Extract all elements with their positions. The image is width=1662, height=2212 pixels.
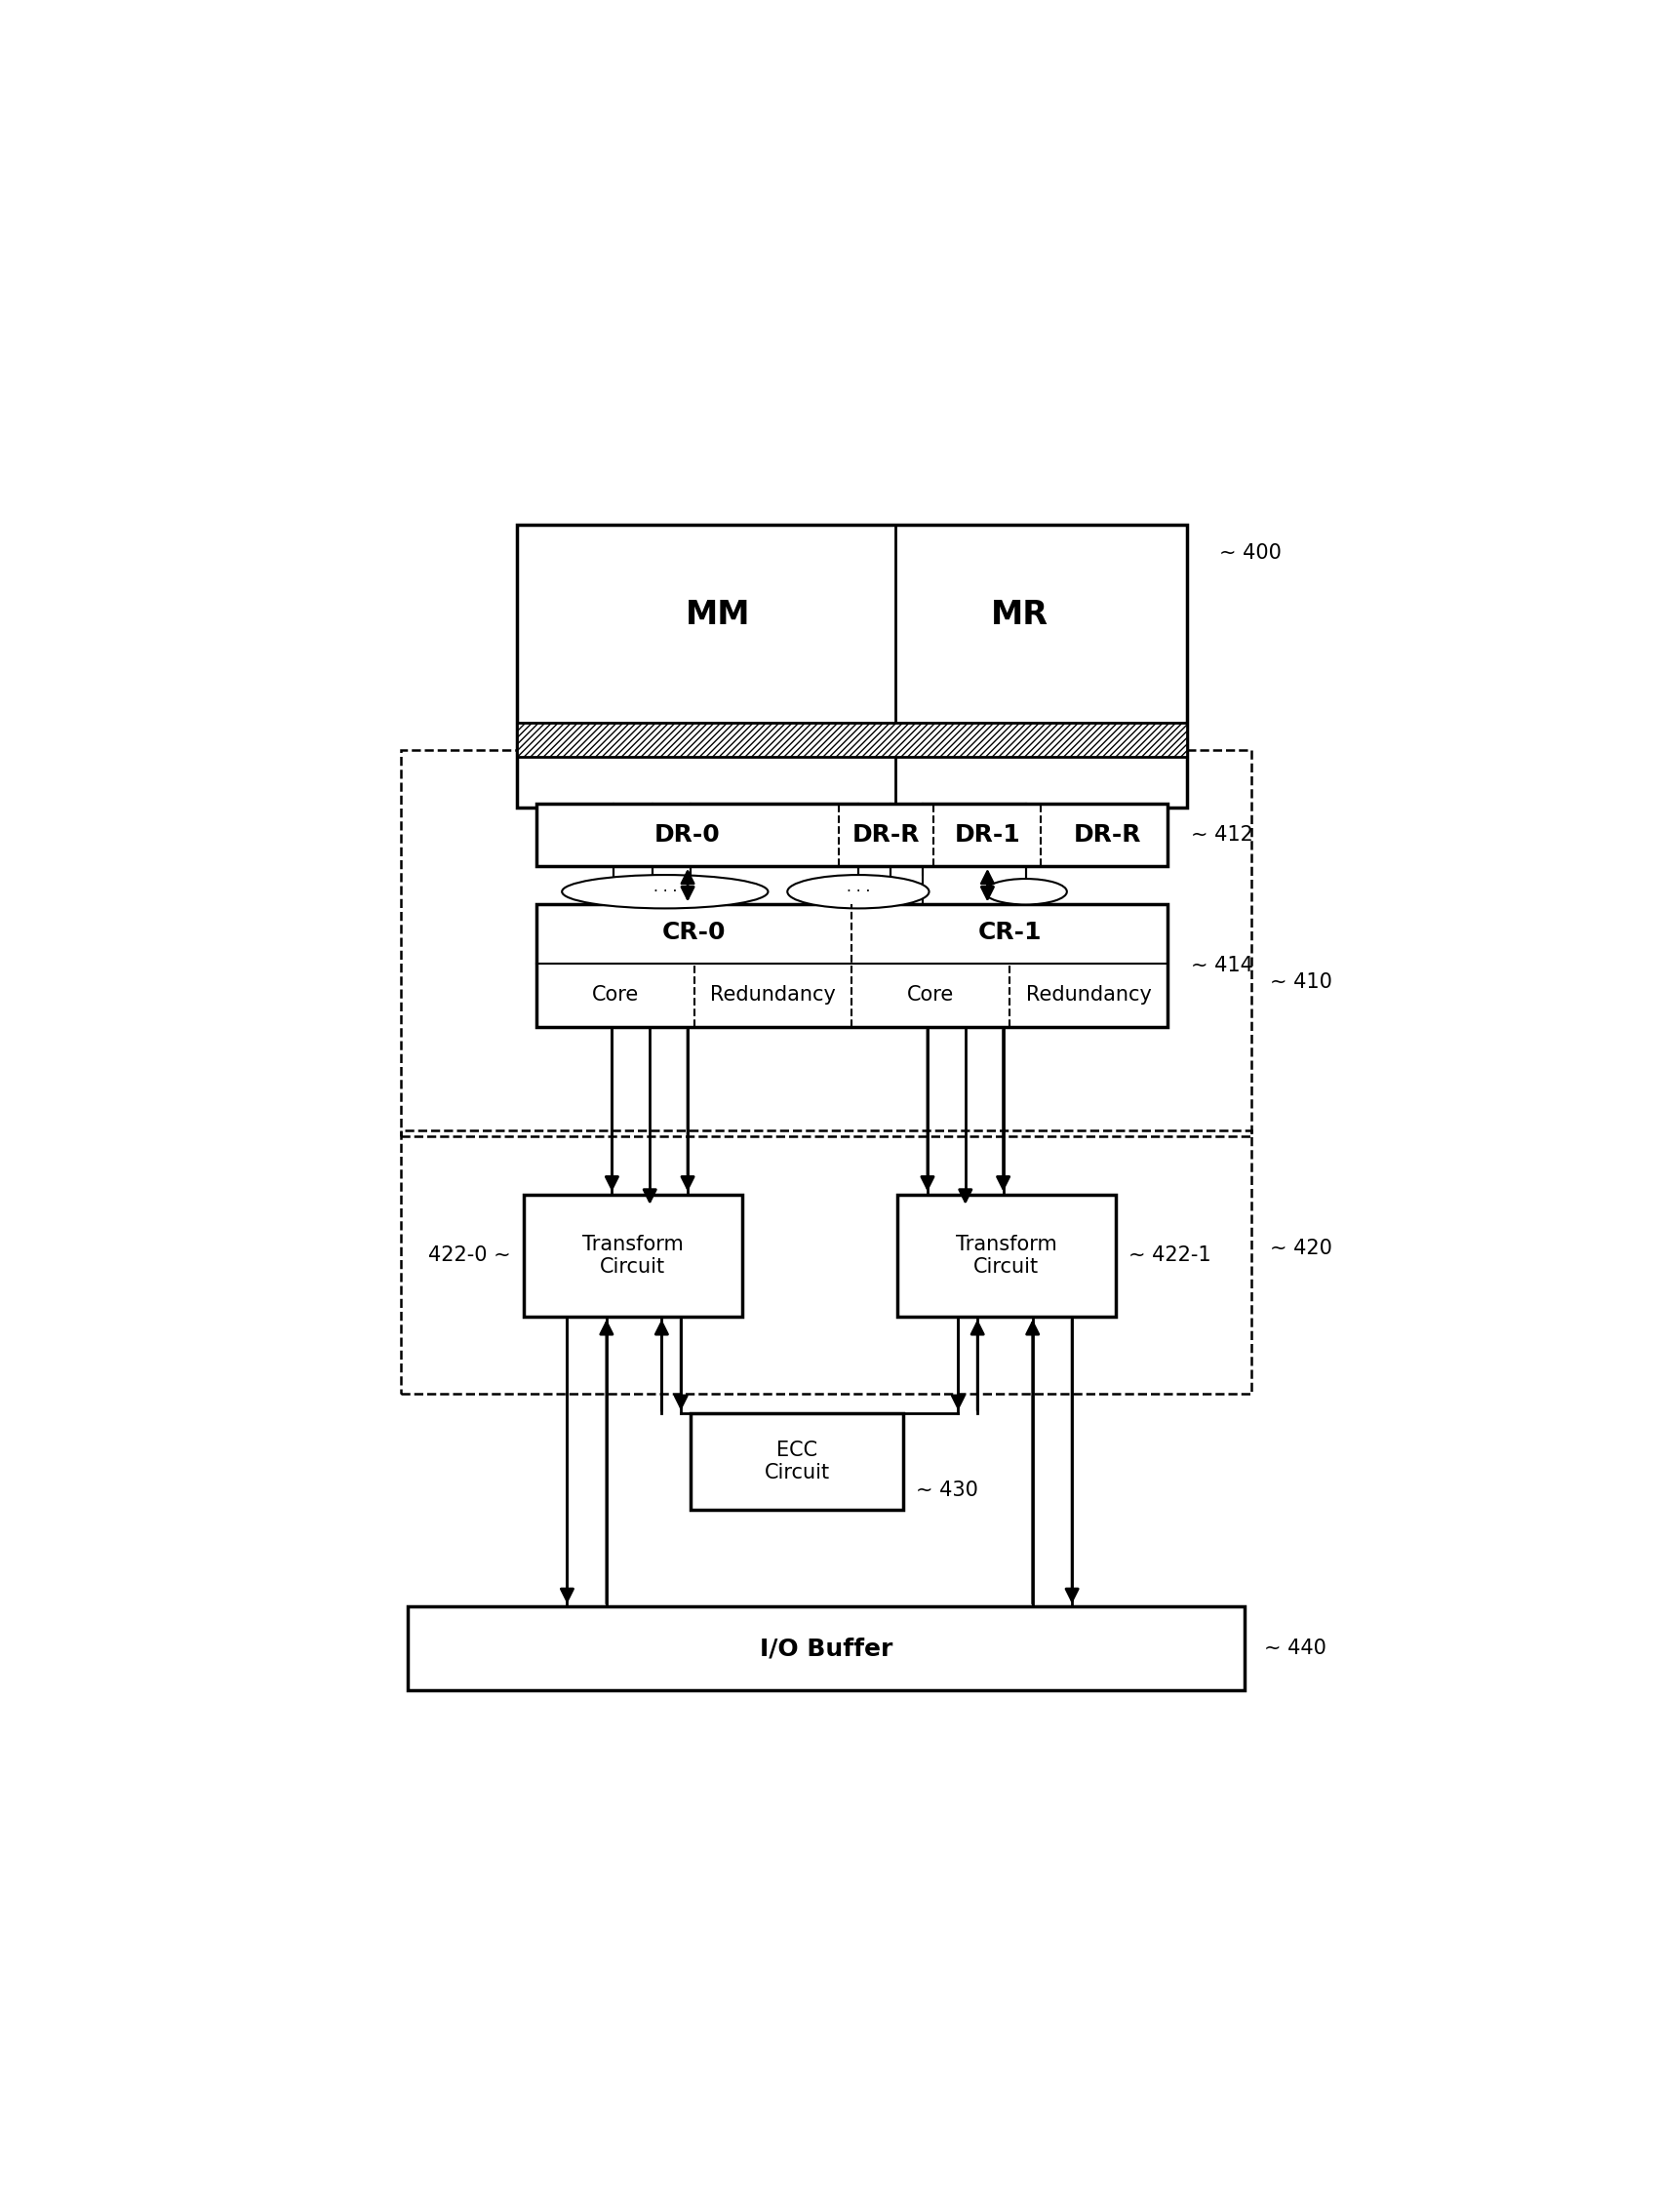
Text: Redundancy: Redundancy [1025,984,1152,1004]
Text: CR-1: CR-1 [977,920,1042,945]
Text: I/O Buffer: I/O Buffer [760,1637,892,1659]
Text: 422-0 ~: 422-0 ~ [427,1245,510,1265]
Text: ~ 430: ~ 430 [916,1480,979,1500]
Text: Transform
Circuit: Transform Circuit [582,1234,683,1276]
Text: MM: MM [685,599,750,630]
Text: · · ·: · · · [846,885,871,898]
Text: ~ 412: ~ 412 [1190,825,1253,845]
FancyBboxPatch shape [517,524,1187,807]
Text: DR-R: DR-R [853,823,921,847]
Text: · · ·: · · · [653,885,676,898]
FancyBboxPatch shape [407,1606,1245,1690]
Text: CR-0: CR-0 [661,920,726,945]
FancyBboxPatch shape [537,805,1167,865]
Text: ~ 440: ~ 440 [1265,1639,1326,1659]
Text: ~ 420: ~ 420 [1270,1239,1333,1259]
FancyBboxPatch shape [691,1413,904,1511]
FancyBboxPatch shape [897,1194,1115,1316]
Text: Redundancy: Redundancy [710,984,836,1004]
Text: ~ 414: ~ 414 [1190,956,1253,975]
Text: DR-0: DR-0 [655,823,721,847]
Text: DR-R: DR-R [1074,823,1142,847]
Text: ~ 422-1: ~ 422-1 [1128,1245,1212,1265]
Text: ~ 410: ~ 410 [1270,971,1333,991]
FancyBboxPatch shape [517,723,1187,757]
Text: Core: Core [907,984,954,1004]
Text: DR-1: DR-1 [954,823,1020,847]
Text: Core: Core [592,984,638,1004]
FancyBboxPatch shape [524,1194,743,1316]
FancyBboxPatch shape [537,905,1167,1026]
Text: ECC
Circuit: ECC Circuit [765,1440,829,1482]
Ellipse shape [984,878,1067,905]
Text: MR: MR [991,599,1049,630]
Ellipse shape [788,876,929,909]
Text: Transform
Circuit: Transform Circuit [956,1234,1057,1276]
Ellipse shape [562,876,768,909]
Text: ~ 400: ~ 400 [1218,544,1281,562]
